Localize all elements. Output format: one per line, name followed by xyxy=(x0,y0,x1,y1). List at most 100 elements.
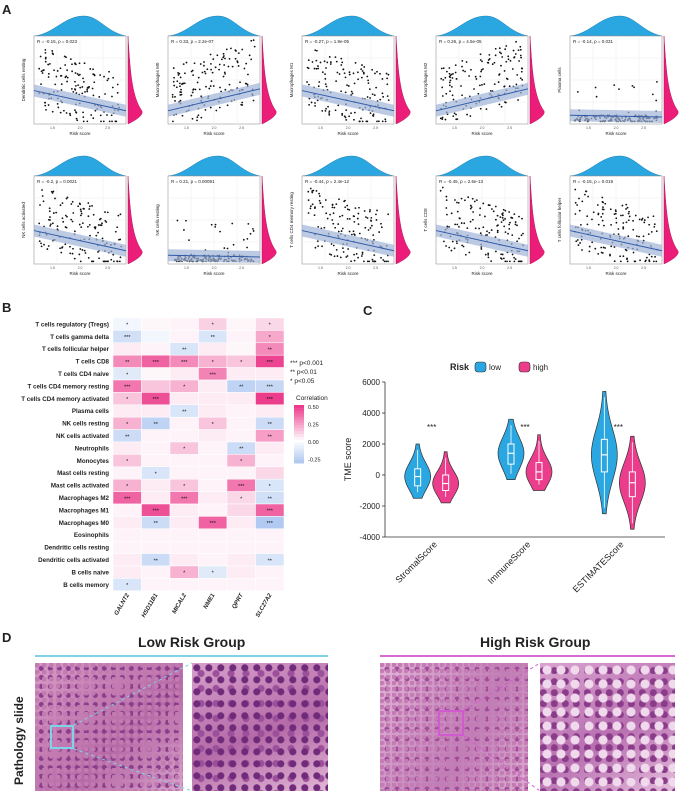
scatter-point xyxy=(40,242,42,245)
scatter-point xyxy=(240,103,243,106)
scatter-point xyxy=(324,77,327,80)
scatter-point xyxy=(205,85,207,88)
scatter-point xyxy=(223,247,226,249)
regression-line xyxy=(33,230,127,252)
scatter-point xyxy=(204,72,207,75)
heatmap-cell xyxy=(255,441,285,455)
scatter-point xyxy=(106,114,108,116)
colorbar-segment xyxy=(294,436,304,441)
heatmap-row-label: NK cells activated xyxy=(56,433,109,440)
scatter-point xyxy=(80,212,83,215)
scatter-point xyxy=(516,240,518,243)
scatter-point xyxy=(250,39,253,42)
scatter-point xyxy=(239,81,241,84)
scatter-point xyxy=(337,230,340,233)
scatter-point xyxy=(353,220,356,223)
scatter-point xyxy=(101,222,103,225)
panel-label-b: B xyxy=(2,300,12,315)
scatter-panel: R = 0.33, p = 2.2e-07 Risk score 1.5 2.0 2.5… xyxy=(155,15,277,136)
scatter-point xyxy=(104,211,106,213)
correlation-heatmap: T cells regulatory (Tregs) * * *T cells gam… xyxy=(21,317,328,619)
scatter-point xyxy=(496,231,499,234)
scatter-point xyxy=(516,224,518,227)
scatter-point xyxy=(358,120,361,123)
scatter-point xyxy=(59,67,62,70)
scatter-point xyxy=(511,253,514,256)
x-tick-label: 2.5 xyxy=(105,126,110,130)
scatter-point xyxy=(64,214,67,217)
scatter-point xyxy=(354,62,357,64)
x-axis-label: Risk score xyxy=(203,271,225,276)
scatter-point xyxy=(214,223,217,226)
scatter-point xyxy=(454,64,457,67)
scatter-point xyxy=(340,64,343,66)
scatter-point xyxy=(179,76,182,79)
scatter-point xyxy=(321,245,323,248)
low-risk-slide-overview xyxy=(35,663,183,791)
scatter-point xyxy=(97,224,100,226)
scatter-point xyxy=(338,215,341,218)
scatter-point xyxy=(448,67,451,69)
scatter-point xyxy=(252,230,255,232)
scatter-point xyxy=(332,222,335,225)
x-tick-label: 2.0 xyxy=(212,266,217,270)
heatmap-star: * xyxy=(269,335,272,341)
scatter-point xyxy=(498,47,501,50)
scatter-panel: R = -0.14, p = 0.031 Risk score 1.5 2.0 2.5 P… xyxy=(557,15,679,136)
heatmap-cell xyxy=(141,429,171,443)
heatmap-star: * xyxy=(240,496,243,502)
scatter-point xyxy=(461,60,464,62)
scatter-panel: R = -0.15, p = 0.023 Risk score 1.5 2.0 2.5 D… xyxy=(21,15,143,136)
heatmap-cell xyxy=(198,553,228,567)
scatter-point xyxy=(181,114,184,117)
scatter-point xyxy=(51,222,54,225)
x-tick-label: 2.0 xyxy=(346,266,351,270)
heatmap-star: ** xyxy=(182,347,187,353)
scatter-point xyxy=(366,260,369,263)
scatter-point xyxy=(500,257,502,260)
scatter-point xyxy=(597,252,600,255)
scatter-point xyxy=(440,67,443,70)
colorbar-segment xyxy=(294,425,304,429)
scatter-point xyxy=(70,218,73,221)
scatter-point xyxy=(183,72,186,75)
x-axis-label: Risk score xyxy=(605,131,627,136)
stat-label: R = -0.15, p = 0.019 xyxy=(573,179,614,184)
scatter-point xyxy=(73,88,76,90)
scatter-point xyxy=(455,77,458,80)
scatter-point xyxy=(448,84,451,87)
scatter-point xyxy=(488,231,491,234)
scatter-point xyxy=(591,241,594,244)
scatter-point xyxy=(353,233,356,236)
scatter-point xyxy=(514,258,517,261)
scatter-point xyxy=(514,223,517,226)
x-tick-label: 2.5 xyxy=(239,126,244,130)
scatter-point xyxy=(596,204,599,206)
legend-label: high xyxy=(533,363,548,372)
scatter-point xyxy=(323,226,326,229)
scatter-point xyxy=(502,257,505,260)
scatter-point xyxy=(478,214,481,216)
heatmap-star: * xyxy=(240,360,243,366)
scatter-point xyxy=(371,258,374,261)
scatter-point xyxy=(335,60,338,63)
scatter-point xyxy=(112,253,115,256)
scatter-panel: R = -0.2, p = 0.0021 Risk score 1.5 2.0 2.5 N… xyxy=(21,155,143,276)
scatter-point xyxy=(448,72,451,75)
scatter-point xyxy=(480,248,483,250)
scatter-point xyxy=(214,66,217,69)
scatter-point xyxy=(326,61,329,64)
scatter-point xyxy=(77,84,80,87)
scatter-point xyxy=(318,192,321,195)
scatter-point xyxy=(369,227,372,229)
heatmap-star: ** xyxy=(268,558,273,564)
scatter-point xyxy=(519,48,522,51)
scatter-point xyxy=(91,260,93,263)
scatter-point xyxy=(226,247,229,250)
scatter-point xyxy=(199,63,202,65)
colorbar-segment xyxy=(294,434,304,438)
scatter-point xyxy=(344,76,347,79)
scatter-point xyxy=(119,238,122,241)
colorbar-tick: 0.25 xyxy=(308,423,319,429)
scatter-point xyxy=(88,208,91,210)
